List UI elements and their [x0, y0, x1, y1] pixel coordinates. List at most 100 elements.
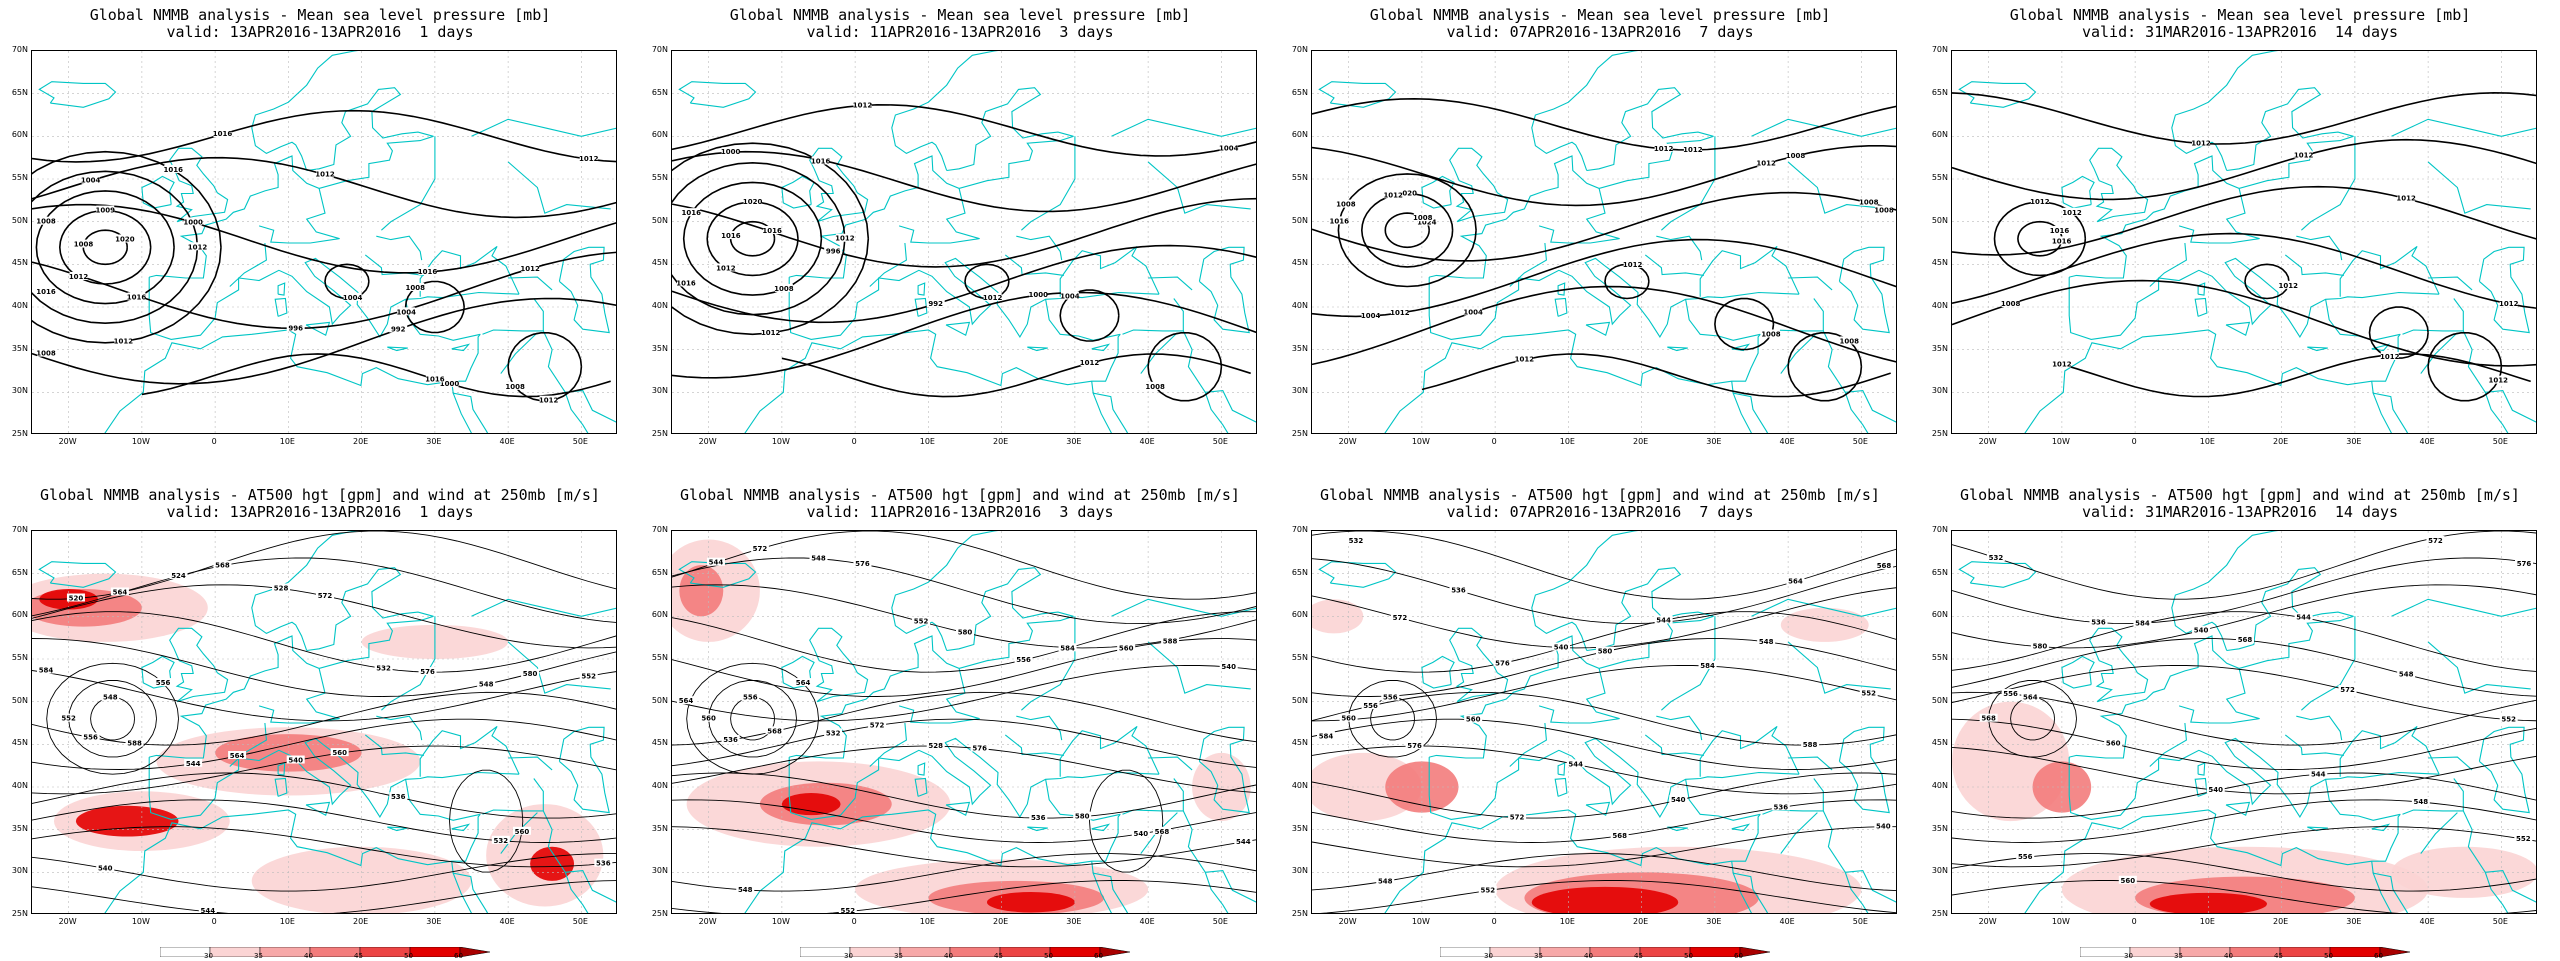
colorbar-tick: 35: [1534, 952, 1543, 960]
isoline: [1714, 297, 1775, 351]
isoline: [449, 769, 524, 873]
isoline: [1952, 826, 2536, 868]
lon-label: 20E: [353, 437, 369, 446]
lat-label: 35N: [1931, 823, 1948, 833]
lon-label: 30E: [426, 437, 442, 446]
lat-label: 35N: [1931, 343, 1948, 353]
isoline-label-bg: [110, 587, 129, 596]
coastline: [376, 715, 423, 741]
isoline-label-bg: [682, 208, 701, 217]
lon-label: 10W: [771, 917, 790, 926]
coastline: [744, 329, 1121, 433]
isoline-label: 1012: [2052, 360, 2072, 368]
coastline: [471, 118, 616, 137]
coastline: [781, 175, 815, 209]
lat-label: 30N: [1931, 386, 1948, 396]
isoline-label: 532: [826, 729, 841, 737]
isoline-label: 1012: [761, 329, 781, 337]
isoline-label: 1016: [2050, 227, 2070, 235]
isoline-label: 1008: [1761, 330, 1781, 338]
coastline: [2068, 257, 2440, 340]
lat-label: 50N: [11, 695, 28, 705]
isoline-label-bg: [743, 197, 762, 206]
wind-shading: [1312, 752, 1422, 822]
isoline-label-bg: [868, 720, 887, 729]
isoline-label: 1012: [716, 264, 736, 272]
coastline: [2484, 872, 2509, 913]
lon-label: 10E: [279, 917, 295, 926]
coastline: [1059, 725, 1160, 777]
isoline-label-bg: [2104, 738, 2123, 747]
isoline-label-bg: [835, 233, 854, 242]
coastline: [2068, 737, 2440, 820]
isoline-label-bg: [1131, 828, 1150, 837]
isoline: [2010, 697, 2055, 741]
map-canvas: 532 536 540 544 548 552 556 560 544 540 536 540 548 5…: [1311, 530, 1897, 914]
isoline: [32, 799, 616, 843]
isoline-label-bg: [2514, 834, 2533, 843]
coastline: [788, 737, 1160, 820]
isoline-label: 568: [1155, 828, 1170, 836]
isoline-label-bg: [69, 271, 88, 280]
map-canvas: 1024 1020 1008 1012 1012 1008 1004 1004 1008 1008…: [1311, 50, 1897, 434]
lat-label: 65N: [1291, 567, 1308, 577]
isoline: [1952, 611, 2536, 672]
lon-label: 20E: [993, 437, 1009, 446]
coastline: [1198, 246, 1250, 334]
isoline-label: 548: [811, 555, 826, 563]
lat-label: 25N: [1291, 429, 1308, 438]
lon-label: 50E: [1852, 917, 1868, 926]
lon-label: 10E: [279, 437, 295, 446]
coastline: [2427, 161, 2531, 214]
isoline-label-bg: [824, 246, 843, 255]
isoline-label: 1012: [579, 155, 599, 163]
isoline-label: 580: [1598, 648, 1613, 656]
map-panel-slp-3d: Global NMMB analysis - Mean sea level pr…: [640, 0, 1280, 480]
coastline: [565, 870, 616, 903]
isoline-label: 540: [98, 864, 113, 872]
coastline: [2484, 392, 2509, 433]
isoline-label-bg: [2052, 236, 2071, 245]
isoline-label: 548: [1759, 638, 1774, 646]
isoline: [2368, 306, 2429, 359]
isoline: [708, 680, 797, 758]
lat-label: 40N: [1931, 781, 1948, 790]
coastline: [1059, 245, 1160, 297]
isoline-label-bg: [37, 665, 55, 674]
coastline: [1021, 136, 1076, 231]
lat-label: 50N: [1291, 215, 1308, 225]
isoline: [507, 332, 583, 402]
isoline-label: 1012: [2191, 139, 2211, 147]
lon-label: 10E: [2199, 437, 2215, 446]
lon-label: 40E: [499, 437, 515, 446]
isoline-label-bg: [716, 263, 735, 272]
coastline: [1845, 390, 1896, 423]
isoline-label: 576: [420, 668, 435, 676]
coastline: [2462, 810, 2486, 873]
isoline: [32, 853, 616, 892]
colorbar-tick: 45: [1634, 952, 1643, 960]
coastline: [507, 641, 611, 694]
coastline: [2391, 598, 2536, 617]
isoline: [32, 109, 616, 163]
panel-valid-date: valid: 07APR2016-13APR2016 7 days: [1446, 503, 1754, 521]
isoline-label-bg: [750, 543, 769, 552]
isoline-label: 1012: [1654, 145, 1674, 153]
coastline: [1732, 873, 1753, 913]
colorbar-tick: 50: [404, 952, 413, 960]
coastline: [2284, 254, 2344, 276]
isoline-label: 1016: [418, 268, 438, 276]
lat-label: 50N: [651, 695, 668, 705]
coastline: [1091, 823, 1111, 832]
coastline: [1822, 330, 1846, 393]
coastline: [2171, 531, 2279, 651]
coastline: [789, 135, 1074, 279]
isoline-label-bg: [2089, 617, 2108, 626]
coastline: [1699, 725, 1800, 777]
isoline-label: 568: [1877, 562, 1892, 570]
coastline: [2226, 87, 2354, 172]
lat-label: 45N: [1931, 258, 1948, 268]
lat-label: 35N: [651, 343, 668, 353]
lon-label: 10E: [1559, 917, 1575, 926]
colorbar-arrow: [2379, 946, 2411, 958]
